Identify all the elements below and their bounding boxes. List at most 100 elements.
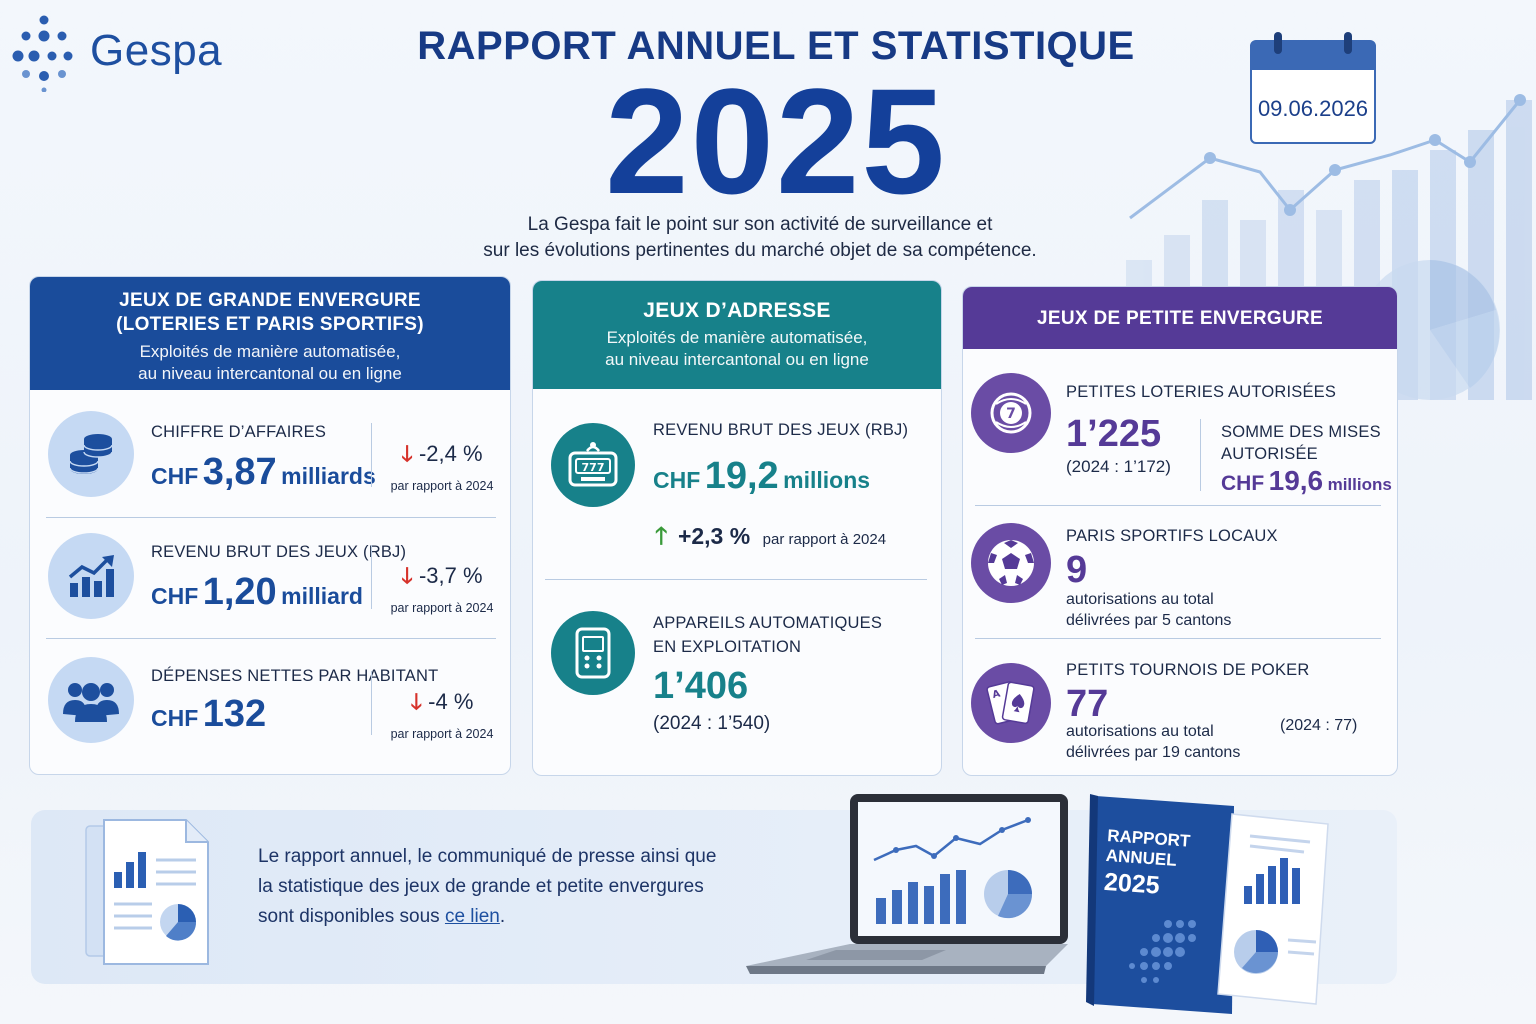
intro-text: La Gespa fait le point sur son activité … <box>0 212 1520 264</box>
card-small-games: JEUX DE PETITE ENVERGURE 7 PETITES LOTER… <box>962 286 1398 776</box>
net-spending-trend-value: -4 % <box>428 689 474 714</box>
footer-text-1: Le rapport annuel, le communiqué de pres… <box>258 846 717 867</box>
net-spending-trend-ref: par rapport à 2024 <box>390 727 494 741</box>
divider-vertical <box>371 545 372 609</box>
card-large-title-1: JEUX DE GRANDE ENVERGURE <box>119 290 421 311</box>
machines-label-2: EN EXPLOITATION <box>653 638 802 656</box>
stakes-label-1: SOMME DES MISES <box>1221 423 1381 441</box>
report-sheet-illustration <box>1217 813 1329 1005</box>
lottery-ball-icon: 7 <box>971 373 1051 453</box>
report-title: RAPPORT ANNUEL ET STATISTIQUE <box>417 24 1135 68</box>
skill-rbj-amount: 19,2 <box>704 455 779 497</box>
annual-report-book-illustration <box>1086 794 1234 1014</box>
net-spending-amount: 132 <box>202 693 267 735</box>
intro-line-2: sur les évolutions pertinentes du marché… <box>483 240 1037 261</box>
net-spending-currency: CHF <box>151 705 199 731</box>
gross-revenue-amount: 1,20 <box>202 571 277 613</box>
coins-icon <box>48 411 134 497</box>
svg-text:777: 777 <box>582 461 605 474</box>
turnover-trend-ref: par rapport à 2024 <box>390 479 494 493</box>
skill-rbj-trend-ref: par rapport à 2024 <box>762 531 887 548</box>
poker-note-1: autorisations au total <box>1066 723 1214 740</box>
gross-revenue-value: CHF 1,20 milliard <box>151 571 363 614</box>
brand-name: Gespa <box>90 26 223 75</box>
card-skill-games: JEUX D’ADRESSE Exploités de manière auto… <box>532 280 942 776</box>
machines-label: APPAREILS AUTOMATIQUES EN EXPLOITATION <box>653 611 882 659</box>
card-small-header: JEUX DE PETITE ENVERGURE <box>963 287 1397 349</box>
report-year: 2025 <box>605 57 947 225</box>
turnover-trend-value: -2,4 % <box>418 441 483 466</box>
skill-rbj-currency: CHF <box>653 467 701 493</box>
skill-rbj-label: REVENU BRUT DES JEUX (RBJ) <box>653 421 909 439</box>
divider-vertical <box>371 423 372 487</box>
card-small-title: JEUX DE PETITE ENVERGURE <box>1037 308 1323 329</box>
gross-revenue-currency: CHF <box>151 583 199 609</box>
poker-label: PETITS TOURNOIS DE POKER <box>1066 661 1310 679</box>
card-large-games: JEUX DE GRANDE ENVERGURE (LOTERIES ET PA… <box>29 276 511 775</box>
skill-rbj-trend: 🡑 +2,3 % par rapport à 2024 <box>655 519 886 560</box>
poker-note-2: délivrées par 19 cantons <box>1066 744 1241 761</box>
gaming-device-icon <box>551 611 635 695</box>
stakes-amount: 19,6 <box>1268 465 1324 496</box>
net-spending-value: CHF 132 <box>151 693 266 736</box>
lotteries-previous: (2024 : 1’172) <box>1066 457 1171 476</box>
stakes-value: CHF 19,6 millions <box>1221 465 1392 497</box>
stakes-label-2: AUTORISÉE <box>1221 445 1318 463</box>
machines-label-1: APPAREILS AUTOMATIQUES <box>653 614 883 632</box>
net-spending-label: DÉPENSES NETTES PAR HABITANT <box>151 667 439 685</box>
sports-value: 9 <box>1066 549 1088 591</box>
growth-chart-icon <box>48 533 134 619</box>
card-skill-header: JEUX D’ADRESSE Exploités de manière auto… <box>533 281 941 389</box>
footer-text-3-prefix: sont disponibles sous <box>258 906 445 927</box>
footer-text: Le rapport annuel, le communiqué de pres… <box>258 842 716 932</box>
svg-text:7: 7 <box>1006 406 1016 422</box>
machines-previous: (2024 : 1’540) <box>653 713 771 734</box>
gespa-logo: Gespa <box>12 14 222 92</box>
divider <box>46 638 496 639</box>
sports-note-2: délivrées par 5 cantons <box>1066 612 1232 629</box>
turnover-amount: 3,87 <box>202 451 277 493</box>
card-skill-subtitle-1: Exploités de manière automatisée, <box>606 328 868 347</box>
intro-line-1: La Gespa fait le point sur son activité … <box>527 214 993 235</box>
calendar-ring <box>1274 32 1282 54</box>
report-link[interactable]: ce lien <box>444 906 500 927</box>
turnover-trend: 🡓 -2,4 % par rapport à 2024 <box>382 437 502 493</box>
calendar-header <box>1252 42 1374 70</box>
football-icon <box>971 523 1051 603</box>
divider-vertical <box>371 671 372 735</box>
card-skill-subtitle-2: au niveau intercantonal ou en ligne <box>605 350 869 369</box>
gross-revenue-label: REVENU BRUT DES JEUX (RBJ) <box>151 543 407 561</box>
card-large-subtitle-2: au niveau intercantonal ou en ligne <box>138 364 402 383</box>
arrow-down-icon: 🡓 <box>401 441 413 466</box>
card-large-title-2: (LOTERIES ET PARIS SPORTIFS) <box>116 314 424 335</box>
footer-text-2: la statistique des jeux de grande et pet… <box>258 876 704 897</box>
gross-revenue-unit: milliard <box>281 583 363 609</box>
stakes-unit: millions <box>1327 475 1392 494</box>
turnover-unit: milliards <box>281 463 376 489</box>
people-icon <box>48 657 134 743</box>
laptop-illustration <box>746 794 1068 974</box>
gespa-dots-icon <box>12 15 73 92</box>
book-title: RAPPORT ANNUEL 2025 <box>1103 826 1191 900</box>
skill-rbj-trend-value: +2,3 % <box>677 523 751 549</box>
sports-note: autorisations au total délivrées par 5 c… <box>1066 589 1231 631</box>
gross-revenue-trend-value: -3,7 % <box>418 563 483 588</box>
card-skill-title: JEUX D’ADRESSE <box>643 299 831 322</box>
calendar-icon: 09.06.2026 <box>1250 32 1376 144</box>
sports-note-1: autorisations au total <box>1066 591 1214 608</box>
document-icon <box>85 819 209 965</box>
divider-vertical <box>1200 419 1201 491</box>
lotteries-value: 1’225 <box>1066 413 1162 455</box>
turnover-value: CHF 3,87 milliards <box>151 451 376 494</box>
calendar-ring <box>1344 32 1352 54</box>
stakes-currency: CHF <box>1221 472 1265 495</box>
machines-value: 1’406 <box>653 665 749 707</box>
turnover-label: CHIFFRE D’AFFAIRES <box>151 423 327 441</box>
poker-note: autorisations au total délivrées par 19 … <box>1066 721 1240 763</box>
footer-text-3: sont disponibles sous ce lien. <box>258 902 716 932</box>
stakes-label: SOMME DES MISES AUTORISÉE <box>1221 421 1381 465</box>
publication-date: 09.06.2026 <box>1257 96 1369 121</box>
lotteries-label: PETITES LOTERIES AUTORISÉES <box>1066 383 1337 401</box>
poker-previous: (2024 : 77) <box>1280 717 1358 734</box>
footer-text-3-suffix: . <box>499 906 506 927</box>
